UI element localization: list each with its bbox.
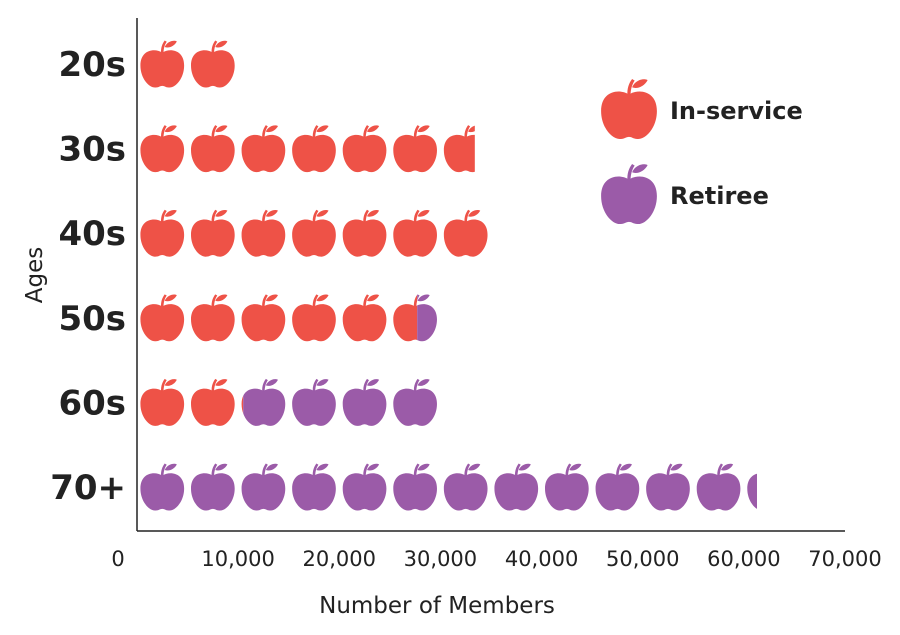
- category-labels: 20s 30s 40s 50s 60s 70+: [50, 45, 126, 508]
- x-tick-labels: 0 10,000 20,000 30,000 40,000 50,000 60,000 70,…: [111, 547, 881, 571]
- x-tick-label: 20,000: [303, 547, 376, 571]
- bar-20s-in-service: [140, 40, 235, 88]
- apple-icon: [601, 164, 657, 225]
- x-tick-label: 70,000: [808, 547, 881, 571]
- x-axis-title: Number of Members: [319, 593, 555, 619]
- bar-50s-in-service: [140, 294, 418, 342]
- legend-item-retiree: Retiree: [601, 164, 769, 225]
- category-label-60s: 60s: [58, 383, 126, 423]
- legend-label: In-service: [670, 97, 803, 125]
- category-label-30s: 30s: [58, 130, 126, 170]
- bar-30s-in-service: [140, 125, 475, 173]
- x-tick-label: 40,000: [505, 547, 578, 571]
- category-label-40s: 40s: [58, 214, 126, 254]
- legend-label: Retiree: [670, 182, 769, 210]
- bar-60s-retiree: [243, 378, 437, 426]
- x-tick-label: 30,000: [404, 547, 477, 571]
- bar-70-retiree: [140, 463, 758, 511]
- x-tick-label: 0: [111, 547, 124, 571]
- legend-item-in-service: In-service: [601, 79, 803, 140]
- category-label-50s: 50s: [58, 299, 126, 339]
- legend: In-service Retiree: [601, 79, 803, 225]
- category-label-20s: 20s: [58, 45, 126, 85]
- apple-icon: [601, 79, 657, 140]
- x-tick-label: 60,000: [707, 547, 780, 571]
- y-axis-title: Ages: [22, 247, 48, 303]
- bar-40s-in-service: [140, 209, 488, 257]
- x-tick-label: 10,000: [201, 547, 274, 571]
- x-tick-label: 50,000: [606, 547, 679, 571]
- category-label-70: 70+: [50, 468, 126, 508]
